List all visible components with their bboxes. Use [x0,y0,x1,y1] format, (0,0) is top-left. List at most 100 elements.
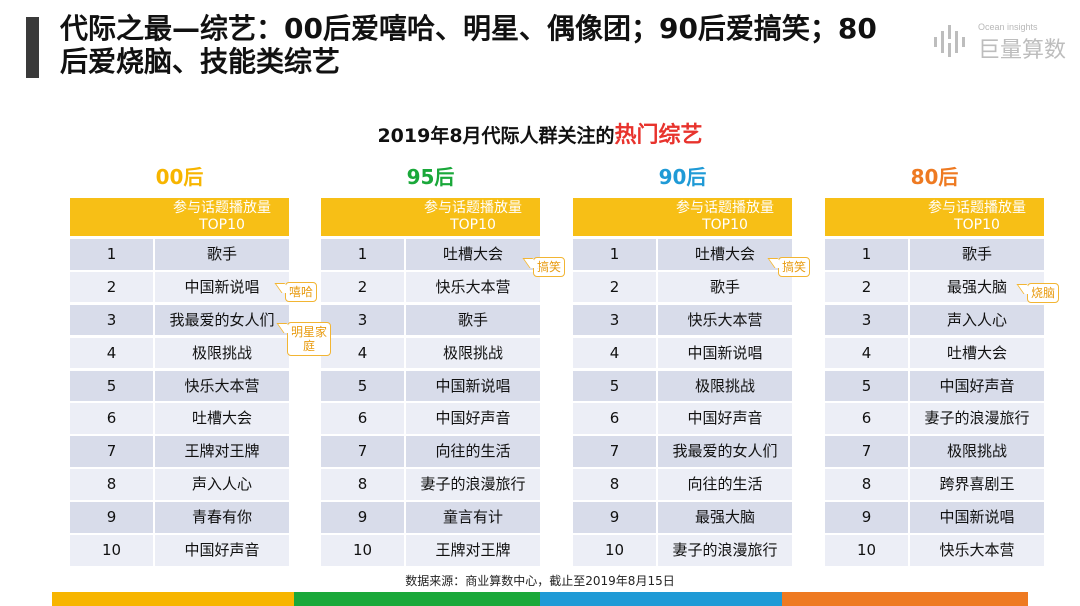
show-name: 吐槽大会 [155,403,289,434]
rank-number: 10 [70,535,153,566]
table-row: 4 中国新说唱 [573,337,792,369]
table-row: 6 中国好声音 [321,403,540,434]
show-name: 王牌对王牌 [155,436,289,467]
rank-number: 8 [825,469,908,500]
rank-number: 7 [70,436,153,467]
table-row: 1 吐槽大会 [321,239,540,270]
show-name: 跨界喜剧王 [910,469,1044,500]
rank-number: 4 [573,337,656,369]
show-name: 中国好声音 [910,370,1044,402]
show-name: 声入人心 [910,304,1044,336]
table-row: 4 吐槽大会 [825,337,1044,369]
data-source-note: 数据来源：商业算数中心，截止至2019年8月15日 [405,574,675,588]
header-rank-cell [825,198,908,236]
tag-comedy-95: 搞笑 [522,257,566,277]
bottom-bar-blue [540,592,782,606]
table-row: 6 妻子的浪漫旅行 [825,403,1044,434]
logo-icon [934,25,965,57]
rank-number: 6 [321,403,404,434]
rank-number: 1 [825,239,908,270]
tag-hiphop: 嘻哈 [274,282,318,302]
brand-logo: Ocean insights 巨量算数 [930,22,1070,63]
ranking-table: 参与话题播放量TOP10 1 吐槽大会 2 歌手 3 快乐大本营 4 中国新说唱 5 极限挑战 6 中国… [573,198,792,566]
rank-number: 3 [825,304,908,336]
rank-number: 2 [573,271,656,303]
table-row: 10 中国好声音 [70,535,289,566]
show-name: 极限挑战 [155,337,289,369]
header-rank-cell [573,198,656,236]
table-row: 7 极限挑战 [825,436,1044,467]
rank-number: 7 [321,436,404,467]
generation-heading: 90后 [658,165,707,189]
table-row: 3 快乐大本营 [573,304,792,336]
ranking-column: 80后 参与话题播放量TOP10 1 歌手 2 最强大脑 3 声入人心 4 吐槽大会 5 中国好声音 6… [825,164,1044,568]
rank-number: 4 [70,337,153,369]
table-row: 2 快乐大本营 [321,271,540,303]
rank-number: 9 [573,502,656,533]
rank-number: 5 [321,370,404,402]
rank-number: 5 [573,370,656,402]
page-title: 代际之最—综艺：00后爱嘻哈、明星、偶像团；90后爱搞笑；80后爱烧脑、技能类综… [60,12,877,78]
show-name: 向往的生活 [406,436,540,467]
ranking-column: 00后 参与话题播放量TOP10 1 歌手 2 中国新说唱 3 我最爱的女人们 4 极限挑战 5 快乐… [70,164,289,568]
table-row: 4 极限挑战 [70,337,289,369]
bottom-bar-orange [782,592,1028,606]
table-row: 5 中国新说唱 [321,370,540,402]
table-row: 9 中国新说唱 [825,502,1044,533]
show-name: 极限挑战 [658,370,792,402]
ranking-column: 95后 参与话题播放量TOP10 1 吐槽大会 2 快乐大本营 3 歌手 4 极限挑战 5 中国新说唱… [321,164,540,568]
show-name: 快乐大本营 [406,271,540,303]
table-row: 5 快乐大本营 [70,370,289,402]
show-name: 快乐大本营 [910,535,1044,566]
show-name: 童言有计 [406,502,540,533]
show-name: 中国好声音 [155,535,289,566]
table-row: 8 跨界喜剧王 [825,469,1044,500]
table-row: 10 快乐大本营 [825,535,1044,566]
rank-number: 6 [573,403,656,434]
rank-number: 5 [70,370,153,402]
rank-number: 2 [321,271,404,303]
table-row: 6 吐槽大会 [70,403,289,434]
table-row: 3 我最爱的女人们 [70,304,289,336]
header-metric-label: 参与话题播放量TOP10 [676,200,774,233]
table-row: 9 青春有你 [70,502,289,533]
rank-number: 7 [825,436,908,467]
show-name: 中国好声音 [406,403,540,434]
subtitle-highlight: 热门综艺 [614,123,703,148]
show-name: 歌手 [406,304,540,336]
rank-number: 8 [70,469,153,500]
table-row: 7 我最爱的女人们 [573,436,792,467]
show-name: 歌手 [910,239,1044,270]
ranking-table: 参与话题播放量TOP10 1 吐槽大会 2 快乐大本营 3 歌手 4 极限挑战 5 中国新说唱 6 中国… [321,198,540,566]
show-name: 中国新说唱 [658,337,792,369]
table-row: 8 妻子的浪漫旅行 [321,469,540,500]
table-row: 1 吐槽大会 [573,239,792,270]
show-name: 中国新说唱 [155,271,289,303]
table-row: 2 歌手 [573,271,792,303]
chart-subtitle: 2019年8月代际人群关注的热门综艺 [0,117,1080,149]
show-name: 声入人心 [155,469,289,500]
show-name: 王牌对王牌 [406,535,540,566]
rank-number: 4 [321,337,404,369]
show-name: 我最爱的女人们 [155,304,289,336]
ranking-table: 参与话题播放量TOP10 1 歌手 2 最强大脑 3 声入人心 4 吐槽大会 5 中国好声音 6 妻子的… [825,198,1044,566]
rank-number: 9 [70,502,153,533]
rank-number: 3 [573,304,656,336]
rank-number: 5 [825,370,908,402]
rank-number: 3 [321,304,404,336]
show-name: 极限挑战 [406,337,540,369]
rank-number: 8 [573,469,656,500]
table-row: 9 童言有计 [321,502,540,533]
header-metric-label: 参与话题播放量TOP10 [424,200,522,233]
show-name: 妻子的浪漫旅行 [658,535,792,566]
show-name: 歌手 [155,239,289,270]
header-rank-cell [321,198,404,236]
table-row: 10 王牌对王牌 [321,535,540,566]
rank-number: 6 [70,403,153,434]
show-name: 我最爱的女人们 [658,436,792,467]
rank-number: 1 [573,239,656,270]
header-metric-label: 参与话题播放量TOP10 [173,200,271,233]
generation-heading: 00后 [155,165,204,189]
tag-comedy-90: 搞笑 [767,257,811,277]
bottom-bar-green [294,592,540,606]
